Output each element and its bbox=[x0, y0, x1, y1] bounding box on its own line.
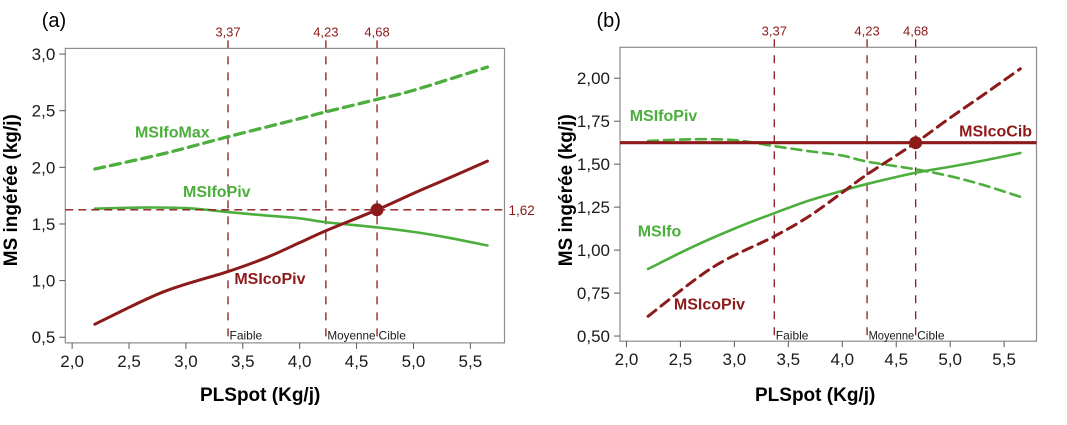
svg-text:4,68: 4,68 bbox=[903, 23, 928, 38]
svg-text:3,0: 3,0 bbox=[32, 45, 56, 64]
svg-text:MSIcoPiv: MSIcoPiv bbox=[234, 271, 305, 288]
svg-text:Cible: Cible bbox=[917, 329, 945, 343]
svg-text:4,0: 4,0 bbox=[288, 352, 312, 371]
svg-text:3,37: 3,37 bbox=[762, 23, 787, 38]
svg-text:1,50: 1,50 bbox=[577, 155, 610, 174]
svg-text:1,0: 1,0 bbox=[32, 272, 56, 291]
svg-text:3,5: 3,5 bbox=[231, 352, 255, 371]
svg-text:2,5: 2,5 bbox=[117, 352, 141, 371]
svg-text:2,0: 2,0 bbox=[615, 350, 639, 369]
svg-text:0,5: 0,5 bbox=[32, 328, 56, 347]
svg-text:4,5: 4,5 bbox=[345, 352, 369, 371]
svg-text:5,5: 5,5 bbox=[992, 350, 1016, 369]
svg-text:MSIfoMax: MSIfoMax bbox=[135, 124, 210, 141]
svg-text:MSIcoCib: MSIcoCib bbox=[959, 124, 1032, 141]
svg-text:1,5: 1,5 bbox=[32, 215, 56, 234]
svg-text:4,0: 4,0 bbox=[830, 350, 854, 369]
svg-text:Moyenne: Moyenne bbox=[327, 329, 376, 343]
svg-text:4,23: 4,23 bbox=[854, 23, 879, 38]
svg-text:3,37: 3,37 bbox=[215, 24, 240, 39]
svg-text:5,0: 5,0 bbox=[402, 352, 426, 371]
svg-text:MSIfoPiv: MSIfoPiv bbox=[630, 108, 698, 125]
svg-text:3,5: 3,5 bbox=[777, 350, 801, 369]
svg-text:2,5: 2,5 bbox=[669, 350, 693, 369]
svg-text:MS ingérée (kg/j): MS ingérée (kg/j) bbox=[1, 114, 22, 266]
svg-text:2,5: 2,5 bbox=[32, 102, 56, 121]
svg-text:1,25: 1,25 bbox=[577, 198, 610, 217]
svg-text:1,75: 1,75 bbox=[577, 112, 610, 131]
svg-text:MS ingérée (kg/j): MS ingérée (kg/j) bbox=[556, 114, 577, 266]
svg-text:1,00: 1,00 bbox=[577, 241, 610, 260]
svg-text:MSIfo: MSIfo bbox=[638, 224, 682, 241]
svg-text:Moyenne: Moyenne bbox=[869, 329, 915, 343]
svg-text:3,0: 3,0 bbox=[174, 352, 198, 371]
svg-text:(b): (b) bbox=[596, 10, 620, 32]
svg-text:(a): (a) bbox=[42, 10, 66, 32]
svg-text:3,0: 3,0 bbox=[723, 350, 747, 369]
svg-text:2,0: 2,0 bbox=[60, 352, 84, 371]
svg-text:Faible: Faible bbox=[230, 329, 263, 343]
svg-text:MSIfoPiv: MSIfoPiv bbox=[183, 184, 251, 201]
svg-text:0,75: 0,75 bbox=[577, 284, 610, 303]
svg-text:2,00: 2,00 bbox=[577, 69, 610, 88]
svg-text:Cible: Cible bbox=[379, 329, 407, 343]
svg-text:4,23: 4,23 bbox=[313, 24, 338, 39]
svg-text:1,62: 1,62 bbox=[509, 203, 535, 218]
svg-text:5,0: 5,0 bbox=[938, 350, 962, 369]
svg-text:MSIcoPiv: MSIcoPiv bbox=[674, 297, 745, 314]
svg-text:0,50: 0,50 bbox=[577, 327, 610, 346]
svg-text:Faible: Faible bbox=[776, 329, 809, 343]
svg-text:2,0: 2,0 bbox=[32, 158, 56, 177]
svg-text:4,5: 4,5 bbox=[884, 350, 908, 369]
svg-text:5,5: 5,5 bbox=[459, 352, 483, 371]
svg-text:4,68: 4,68 bbox=[364, 24, 389, 39]
